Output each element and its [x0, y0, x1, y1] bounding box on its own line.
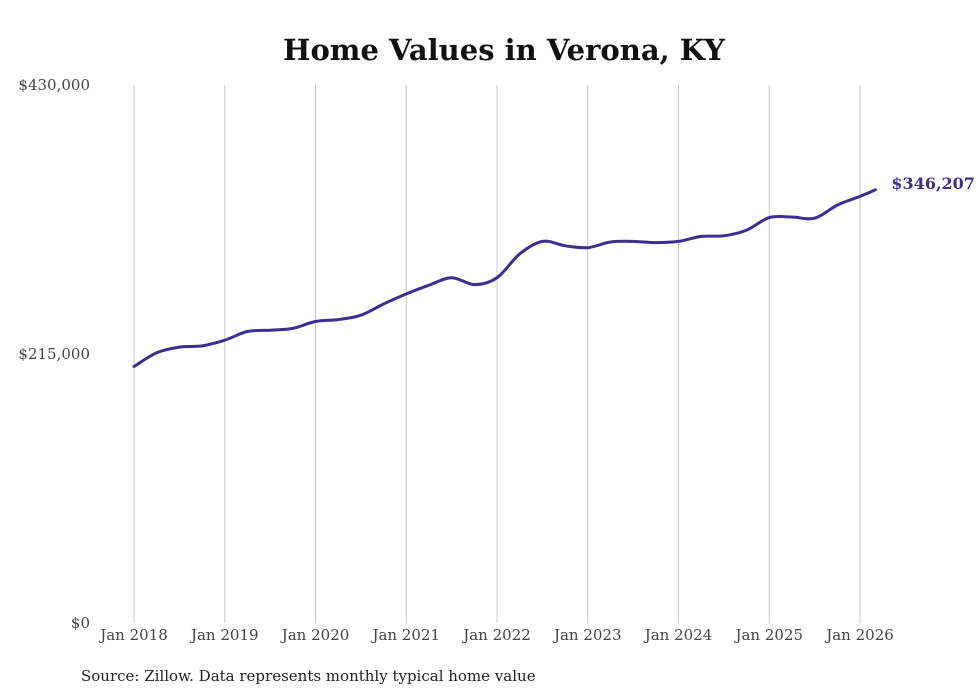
y-axis: $0 $215,000 $430,000: [18, 76, 90, 632]
x-tick-label: Jan 2019: [189, 626, 259, 644]
y-tick-label: $215,000: [18, 345, 90, 363]
x-tick-label: Jan 2018: [98, 626, 168, 644]
x-tick-label: Jan 2021: [370, 626, 440, 644]
series-line: [132, 188, 877, 368]
y-tick-label: $430,000: [18, 76, 90, 94]
x-tick-label: Jan 2024: [643, 626, 713, 644]
source-note: Source: Zillow. Data represents monthly …: [81, 667, 536, 685]
x-tick-label: Jan 2022: [461, 626, 531, 644]
end-value-label: $346,207: [891, 174, 975, 193]
x-tick-label: Jan 2023: [552, 626, 622, 644]
grid-layer: [133, 85, 861, 623]
x-tick-label: Jan 2020: [280, 626, 350, 644]
x-axis: Jan 2018 Jan 2019 Jan 2020 Jan 2021 Jan 2022…: [98, 626, 894, 644]
series-layer: $346,207: [132, 174, 975, 368]
chart-title: Home Values in Verona, KY: [283, 33, 725, 67]
y-tick-label: $0: [71, 614, 90, 632]
x-tick-label: Jan 2025: [733, 626, 803, 644]
x-tick-label: Jan 2026: [824, 626, 894, 644]
